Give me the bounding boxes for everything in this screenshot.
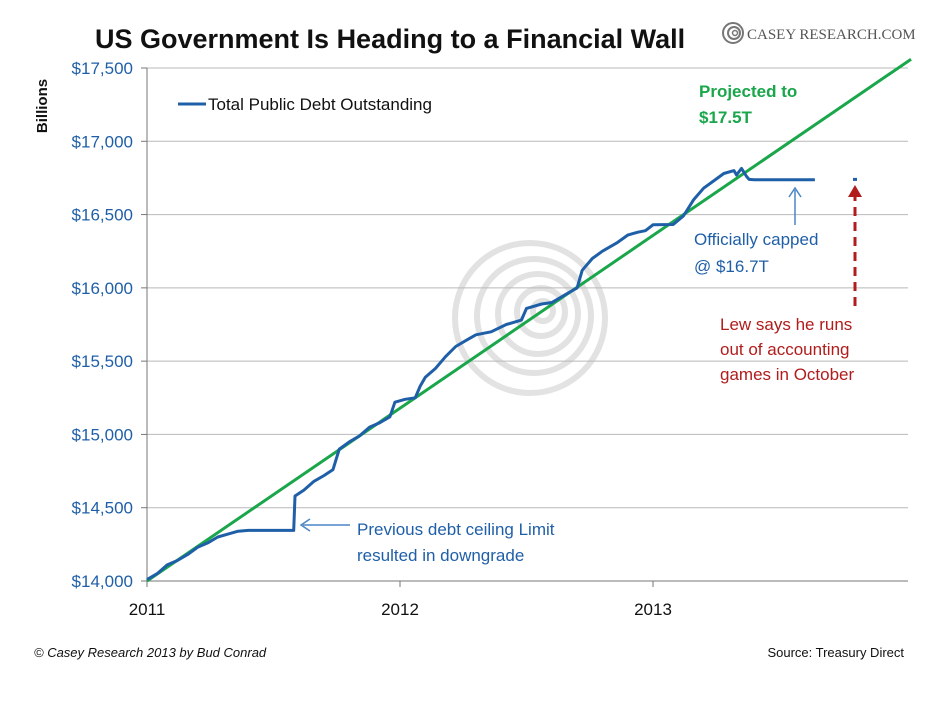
capped-label-line2: @ $16.7T [694, 257, 769, 276]
y-tick-label: $14,500 [72, 499, 133, 518]
projection-annotation: Projected to $17.5T [699, 82, 797, 127]
footer-credit: © Casey Research 2013 by Bud Conrad [34, 645, 267, 660]
capped-arrow-head [788, 186, 802, 198]
x-tick-label: 2013 [634, 600, 672, 619]
y-tick-label: $14,000 [72, 572, 133, 591]
lew-label-line1: Lew says he runs [720, 315, 852, 334]
gridlines [147, 67, 908, 509]
logo-spiral-icon [722, 22, 744, 44]
y-tick-label: $17,500 [72, 59, 133, 78]
legend-label: Total Public Debt Outstanding [208, 95, 432, 114]
y-tick-label: $17,000 [72, 132, 133, 151]
debt-series-line [146, 166, 815, 581]
x-tick-label: 2012 [381, 600, 419, 619]
y-axis-label: Billions [34, 79, 51, 133]
series [146, 57, 912, 583]
legend: Total Public Debt Outstanding [178, 95, 432, 114]
y-tick-label: $15,000 [72, 425, 133, 444]
lew-annotation: Lew says he runs out of accounting games… [720, 177, 862, 384]
capped-annotation: Officially capped @ $16.7T [694, 186, 818, 276]
lew-arrow-head [848, 185, 862, 197]
lew-label-line3: games in October [720, 365, 855, 384]
projection-line [146, 57, 912, 583]
y-tick-labels: $14,000 $14,500 $15,000 $15,500 $16,000 $16,5… [72, 59, 133, 591]
footer-source: Source: Treasury Direct [767, 645, 904, 660]
ceiling-label-line2: resulted in downgrade [357, 546, 524, 565]
casey-research-logo: CASEY RESEARCH.COM [722, 22, 916, 44]
y-tick-label: $15,500 [72, 352, 133, 371]
projection-label-line2: $17.5T [699, 108, 753, 127]
axes [141, 67, 908, 587]
ceiling-arrow-head [299, 518, 311, 532]
ceiling-annotation: Previous debt ceiling Limit resulted in … [299, 518, 555, 565]
chart-title: US Government Is Heading to a Financial … [95, 24, 685, 54]
projection-label-line1: Projected to [699, 82, 797, 101]
x-tick-labels: 2011 2012 2013 [129, 600, 672, 619]
y-tick-label: $16,500 [72, 206, 133, 225]
brand-name: CASEY RESEARCH.COM [747, 27, 916, 43]
capped-label-line1: Officially capped [694, 230, 818, 249]
lew-label-line2: out of accounting [720, 340, 849, 359]
ceiling-label-line1: Previous debt ceiling Limit [357, 520, 555, 539]
x-tick-label: 2011 [129, 600, 166, 619]
watermark-spiral-icon [452, 240, 608, 396]
y-tick-label: $16,000 [72, 279, 133, 298]
